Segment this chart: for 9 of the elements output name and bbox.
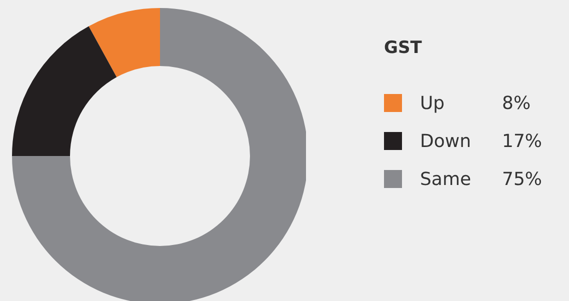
legend-title: GST — [384, 38, 423, 58]
donut-slice — [12, 26, 117, 156]
legend-label: Same — [420, 168, 472, 190]
donut-slice — [88, 8, 160, 78]
data-label: 75% — [502, 168, 542, 190]
data-label: 17% — [502, 130, 542, 152]
legend-label: Up — [420, 92, 446, 114]
legend-label: Down — [420, 130, 472, 152]
data-label: 8% — [502, 92, 531, 114]
